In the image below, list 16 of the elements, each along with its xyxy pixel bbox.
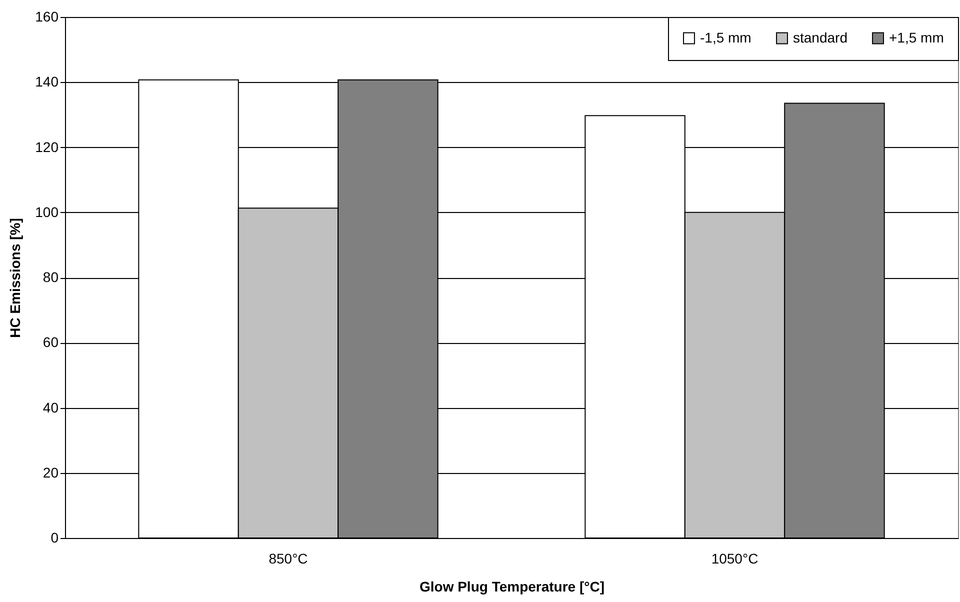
- y-tick-label: 0: [50, 530, 59, 546]
- x-tick-label: 850°C: [268, 550, 308, 566]
- y-tick-label: 120: [35, 138, 59, 155]
- y-axis-title: HC Emissions [%]: [7, 218, 24, 338]
- y-tick-label: 60: [42, 334, 59, 350]
- x-tick-label: 1050°C: [711, 550, 758, 566]
- y-tick-label: 80: [42, 269, 59, 285]
- y-tick-label: 160: [35, 8, 59, 24]
- y-tick-label: 40: [42, 399, 59, 416]
- legend-label: standard: [793, 29, 848, 46]
- y-tick-label: 20: [42, 464, 59, 480]
- legend-label: +1,5 mm: [889, 29, 944, 46]
- x-axis-title: Glow Plug Temperature [°C]: [419, 578, 605, 594]
- y-tick-label: 100: [35, 204, 59, 220]
- y-tick-label: 140: [35, 74, 59, 90]
- legend-label: -1,5 mm: [700, 29, 752, 46]
